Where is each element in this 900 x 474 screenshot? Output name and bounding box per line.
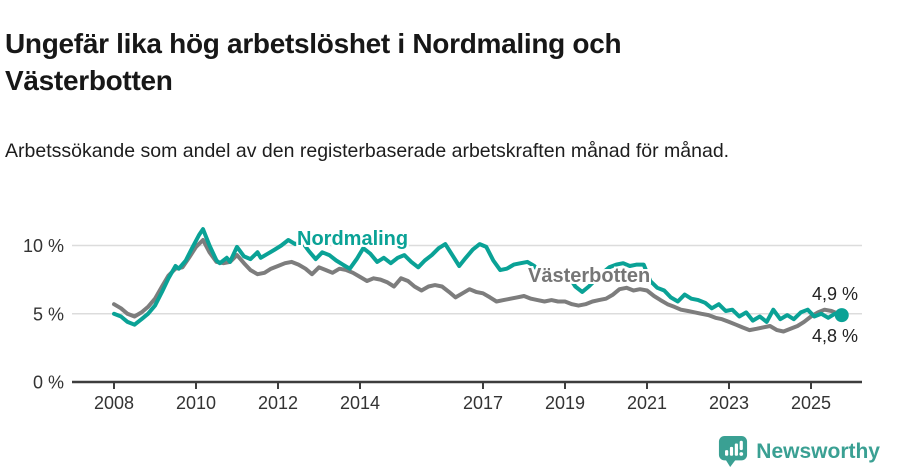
- x-tick-label: 2019: [545, 393, 585, 413]
- newsworthy-logo: Newsworthy: [718, 435, 880, 468]
- end-value-nordmaling: 4,9 %: [812, 284, 859, 304]
- x-axis: 2008 2010 2012 2014 2017 2019 2021 2023 2025: [72, 380, 862, 413]
- y-tick-label: 5 %: [33, 304, 64, 324]
- brand-name: Newsworthy: [756, 439, 880, 463]
- page-title: Ungefär lika hög arbetslöshet i Nordmali…: [5, 27, 622, 96]
- line-chart: 0 %5 %10 % 2008 2010 2012 2014 2017 2019 2021 2…: [23, 227, 862, 413]
- end-dot-nordmaling: [834, 308, 849, 323]
- end-value-vasterbotten: 4,8 %: [812, 326, 859, 346]
- x-tick-label: 2025: [791, 393, 831, 413]
- series-line-västerbotten: [112, 238, 844, 334]
- series-line-nordmaling: [112, 227, 844, 327]
- y-tick-label: 10 %: [23, 236, 64, 256]
- chart-series: [112, 227, 849, 334]
- y-tick-label: 0 %: [33, 373, 64, 393]
- chart-subtitle: Arbetssökande som andel av den registerb…: [5, 139, 730, 162]
- series-label-vasterbotten: Västerbotten: [528, 265, 651, 287]
- x-tick-label: 2023: [709, 393, 749, 413]
- series-label-nordmaling: Nordmaling: [297, 228, 409, 250]
- x-tick-label: 2008: [94, 393, 134, 413]
- x-tick-label: 2012: [258, 393, 298, 413]
- newsworthy-bubble-chart-icon: [719, 436, 748, 467]
- x-tick-label: 2021: [627, 393, 667, 413]
- x-tick-label: 2014: [340, 393, 380, 413]
- x-tick-label: 2017: [463, 393, 503, 413]
- x-tick-label: 2010: [176, 393, 216, 413]
